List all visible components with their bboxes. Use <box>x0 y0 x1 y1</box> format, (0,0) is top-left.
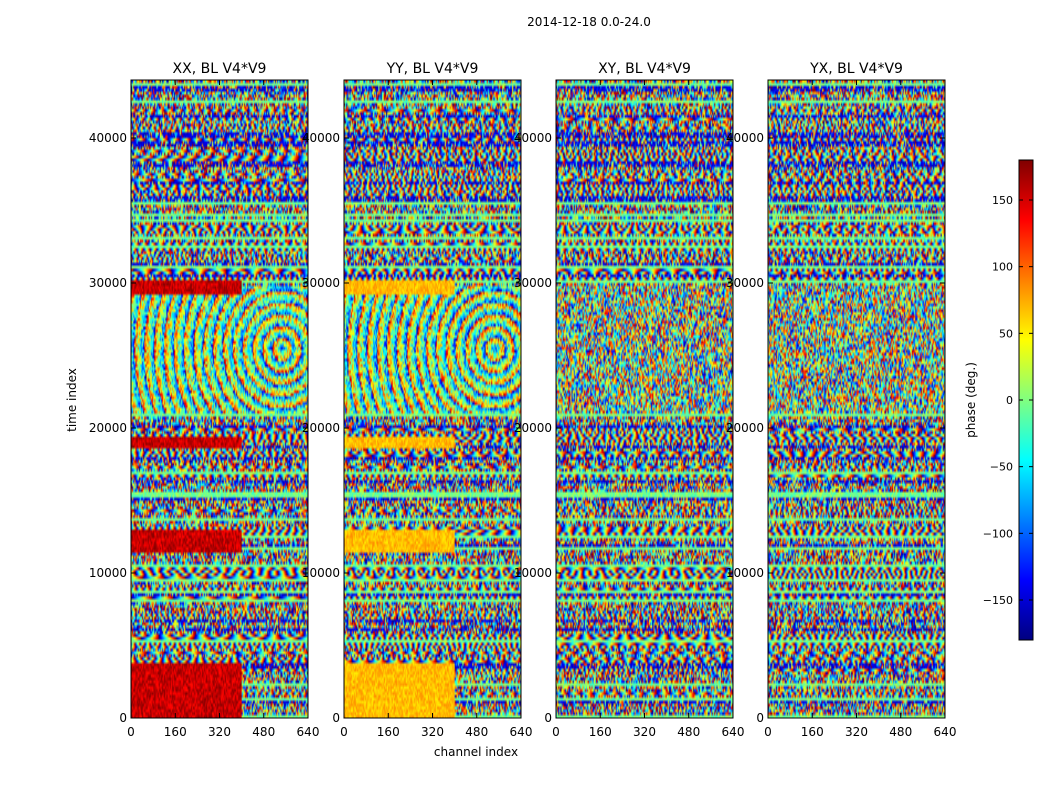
y-tick-label: 20000 <box>302 421 340 435</box>
y-tick-label: 20000 <box>89 421 127 435</box>
colorbar-tick-label: −150 <box>983 594 1013 607</box>
y-tick-label: 30000 <box>89 276 127 290</box>
y-tick-label: 30000 <box>514 276 552 290</box>
panel-title: YX, BL V4*V9 <box>809 61 903 77</box>
x-tick-label: 320 <box>845 725 868 739</box>
x-tick-label: 640 <box>934 725 957 739</box>
x-tick-label: 0 <box>127 725 135 739</box>
x-tick-label: 160 <box>589 725 612 739</box>
y-tick-label: 40000 <box>514 131 552 145</box>
x-tick-label: 640 <box>510 725 533 739</box>
y-axis-label: time index <box>65 368 79 432</box>
heatmap-image <box>131 80 308 718</box>
x-tick-label: 160 <box>377 725 400 739</box>
x-tick-label: 480 <box>889 725 912 739</box>
y-tick-label: 30000 <box>726 276 764 290</box>
panel-xx: XX, BL V4*V9 0 160 320 480 640 0 10000 20000 3000… <box>89 61 320 739</box>
y-tick-label: 20000 <box>514 421 552 435</box>
x-tick-label: 320 <box>208 725 231 739</box>
y-tick-label: 10000 <box>514 566 552 580</box>
colorbar-tick-label: −50 <box>990 461 1013 474</box>
colorbar: 150 100 50 0 −50 −100 −150 <box>983 159 1034 641</box>
panel-xy: XY, BL V4*V9 0 160 320 480 640 0 10000 20000 3000… <box>514 61 745 739</box>
colorbar-tick-label: 100 <box>992 261 1013 274</box>
y-tick-label: 0 <box>756 711 764 725</box>
y-tick-label: 10000 <box>726 566 764 580</box>
x-tick-label: 160 <box>164 725 187 739</box>
y-tick-label: 0 <box>119 711 127 725</box>
x-tick-label: 480 <box>677 725 700 739</box>
x-tick-label: 0 <box>340 725 348 739</box>
heatmap-image <box>768 80 945 718</box>
colorbar-tick-label: 0 <box>1006 394 1013 407</box>
y-tick-label: 40000 <box>89 131 127 145</box>
y-tick-label: 0 <box>544 711 552 725</box>
y-tick-label: 30000 <box>302 276 340 290</box>
y-tick-label: 10000 <box>302 566 340 580</box>
panel-title: YY, BL V4*V9 <box>386 61 479 77</box>
x-tick-label: 480 <box>465 725 488 739</box>
x-tick-label: 640 <box>297 725 320 739</box>
figure-suptitle: 2014-12-18 0.0-24.0 <box>527 15 651 29</box>
y-tick-label: 10000 <box>89 566 127 580</box>
x-tick-label: 480 <box>252 725 275 739</box>
x-axis-label: channel index <box>434 745 518 759</box>
colorbar-label: phase (deg.) <box>964 362 978 438</box>
y-tick-label: 20000 <box>726 421 764 435</box>
x-tick-label: 320 <box>421 725 444 739</box>
heatmap-image <box>556 80 733 718</box>
y-tick-label: 40000 <box>726 131 764 145</box>
x-tick-label: 0 <box>764 725 772 739</box>
x-tick-label: 0 <box>552 725 560 739</box>
panel-yx: YX, BL V4*V9 0 160 320 480 640 0 10000 20000 3000… <box>726 61 957 739</box>
x-tick-label: 160 <box>801 725 824 739</box>
panel-yy: YY, BL V4*V9 0 160 320 480 640 0 10000 20000 3000… <box>302 61 533 739</box>
y-tick-label: 40000 <box>302 131 340 145</box>
x-tick-label: 320 <box>633 725 656 739</box>
heatmap-image <box>344 80 521 718</box>
y-tick-label: 0 <box>332 711 340 725</box>
panel-title: XX, BL V4*V9 <box>173 61 267 77</box>
x-tick-label: 640 <box>722 725 745 739</box>
panel-title: XY, BL V4*V9 <box>598 61 691 77</box>
colorbar-tick-label: 150 <box>992 194 1013 207</box>
colorbar-tick-label: 50 <box>999 327 1013 340</box>
colorbar-tick-label: −100 <box>983 527 1013 540</box>
